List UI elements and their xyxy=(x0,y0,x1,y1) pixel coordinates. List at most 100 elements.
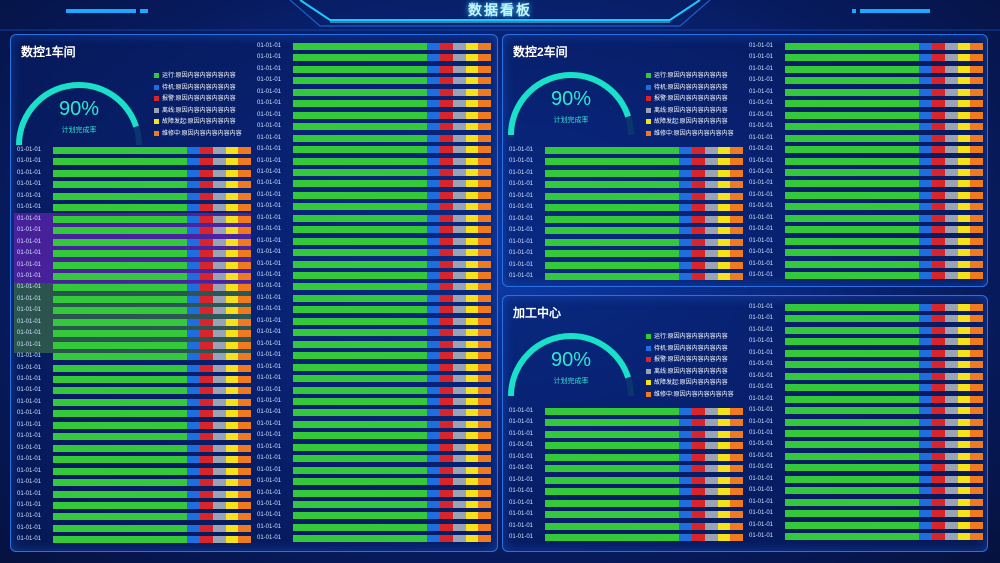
machine-row[interactable]: 01-01-01 xyxy=(749,214,983,222)
machine-row[interactable]: 01-01-01 xyxy=(749,315,983,323)
machine-row[interactable]: 01-01-01 xyxy=(17,227,251,235)
machine-row[interactable]: 01-01-01 xyxy=(749,361,983,369)
machine-row[interactable]: 01-01-01 xyxy=(17,353,251,361)
machine-row[interactable]: 01-01-01 xyxy=(749,326,983,334)
machine-row[interactable]: 01-01-01 xyxy=(17,524,251,532)
machine-row[interactable]: 01-01-01 xyxy=(509,272,743,280)
machine-row[interactable]: 01-01-01 xyxy=(257,203,491,211)
machine-row[interactable]: 01-01-01 xyxy=(257,523,491,531)
machine-row[interactable]: 01-01-01 xyxy=(257,329,491,337)
machine-row[interactable]: 01-01-01 xyxy=(257,260,491,268)
machine-row[interactable]: 01-01-01 xyxy=(749,521,983,529)
machine-row[interactable]: 01-01-01 xyxy=(17,536,251,544)
machine-row[interactable]: 01-01-01 xyxy=(749,338,983,346)
machine-row[interactable]: 01-01-01 xyxy=(257,237,491,245)
machine-row[interactable]: 01-01-01 xyxy=(17,215,251,223)
machine-row[interactable]: 01-01-01 xyxy=(749,441,983,449)
machine-row[interactable]: 01-01-01 xyxy=(17,456,251,464)
machine-row[interactable]: 01-01-01 xyxy=(509,522,743,530)
machine-row[interactable]: 01-01-01 xyxy=(257,363,491,371)
machine-row[interactable]: 01-01-01 xyxy=(257,409,491,417)
machine-row[interactable]: 01-01-01 xyxy=(257,535,491,543)
machine-row[interactable]: 01-01-01 xyxy=(257,352,491,360)
machine-row[interactable]: 01-01-01 xyxy=(509,419,743,427)
machine-row[interactable]: 01-01-01 xyxy=(509,465,743,473)
machine-row[interactable]: 01-01-01 xyxy=(257,180,491,188)
machine-row[interactable]: 01-01-01 xyxy=(509,192,743,200)
machine-row[interactable]: 01-01-01 xyxy=(17,433,251,441)
machine-row[interactable]: 01-01-01 xyxy=(749,65,983,73)
machine-row[interactable]: 01-01-01 xyxy=(749,203,983,211)
machine-row[interactable]: 01-01-01 xyxy=(257,77,491,85)
machine-row[interactable]: 01-01-01 xyxy=(17,410,251,418)
machine-row[interactable]: 01-01-01 xyxy=(509,430,743,438)
machine-row[interactable]: 01-01-01 xyxy=(257,54,491,62)
machine-row[interactable]: 01-01-01 xyxy=(509,488,743,496)
machine-row[interactable]: 01-01-01 xyxy=(749,372,983,380)
machine-row[interactable]: 01-01-01 xyxy=(749,487,983,495)
machine-row[interactable]: 01-01-01 xyxy=(257,340,491,348)
machine-row[interactable]: 01-01-01 xyxy=(749,429,983,437)
machine-row[interactable]: 01-01-01 xyxy=(257,455,491,463)
machine-row[interactable]: 01-01-01 xyxy=(749,237,983,245)
machine-row[interactable]: 01-01-01 xyxy=(749,407,983,415)
machine-row[interactable]: 01-01-01 xyxy=(17,467,251,475)
machine-row[interactable]: 01-01-01 xyxy=(17,181,251,189)
machine-row[interactable]: 01-01-01 xyxy=(749,272,983,279)
machine-row[interactable]: 01-01-01 xyxy=(17,479,251,487)
machine-row[interactable]: 01-01-01 xyxy=(257,489,491,497)
machine-row[interactable]: 01-01-01 xyxy=(749,260,983,268)
machine-row[interactable]: 01-01-01 xyxy=(749,475,983,483)
machine-row[interactable]: 01-01-01 xyxy=(257,111,491,119)
machine-row[interactable]: 01-01-01 xyxy=(257,226,491,234)
machine-row[interactable]: 01-01-01 xyxy=(509,169,743,177)
machine-row[interactable]: 01-01-01 xyxy=(257,317,491,325)
machine-row[interactable]: 01-01-01 xyxy=(509,453,743,461)
machine-row[interactable]: 01-01-01 xyxy=(17,261,251,269)
machine-row[interactable]: 01-01-01 xyxy=(257,88,491,96)
machine-row[interactable]: 01-01-01 xyxy=(509,476,743,484)
machine-row[interactable]: 01-01-01 xyxy=(257,123,491,131)
machine-row[interactable]: 01-01-01 xyxy=(257,386,491,394)
machine-row[interactable]: 01-01-01 xyxy=(749,157,983,165)
machine-row[interactable]: 01-01-01 xyxy=(17,421,251,429)
machine-row[interactable]: 01-01-01 xyxy=(257,65,491,73)
machine-row[interactable]: 01-01-01 xyxy=(257,272,491,279)
machine-row[interactable]: 01-01-01 xyxy=(749,134,983,142)
machine-row[interactable]: 01-01-01 xyxy=(749,168,983,176)
machine-row[interactable]: 01-01-01 xyxy=(749,43,983,50)
machine-row[interactable]: 01-01-01 xyxy=(17,272,251,280)
machine-row[interactable]: 01-01-01 xyxy=(17,295,251,303)
machine-row[interactable]: 01-01-01 xyxy=(509,238,743,246)
machine-row[interactable]: 01-01-01 xyxy=(17,501,251,509)
machine-row[interactable]: 01-01-01 xyxy=(257,157,491,165)
machine-row[interactable]: 01-01-01 xyxy=(17,204,251,212)
machine-row[interactable]: 01-01-01 xyxy=(749,452,983,460)
machine-row[interactable]: 01-01-01 xyxy=(17,284,251,292)
machine-row[interactable]: 01-01-01 xyxy=(257,306,491,314)
machine-row[interactable]: 01-01-01 xyxy=(749,88,983,96)
machine-row[interactable]: 01-01-01 xyxy=(749,304,983,311)
machine-row[interactable]: 01-01-01 xyxy=(509,408,743,415)
machine-row[interactable]: 01-01-01 xyxy=(749,395,983,403)
machine-row[interactable]: 01-01-01 xyxy=(749,349,983,357)
machine-row[interactable]: 01-01-01 xyxy=(509,215,743,223)
machine-row[interactable]: 01-01-01 xyxy=(509,442,743,450)
machine-row[interactable]: 01-01-01 xyxy=(17,192,251,200)
machine-row[interactable]: 01-01-01 xyxy=(17,318,251,326)
machine-row[interactable]: 01-01-01 xyxy=(257,375,491,383)
machine-row[interactable]: 01-01-01 xyxy=(749,498,983,506)
machine-row[interactable]: 01-01-01 xyxy=(257,168,491,176)
machine-row[interactable]: 01-01-01 xyxy=(749,249,983,257)
machine-row[interactable]: 01-01-01 xyxy=(749,180,983,188)
machine-row[interactable]: 01-01-01 xyxy=(509,147,743,154)
machine-row[interactable]: 01-01-01 xyxy=(749,191,983,199)
machine-row[interactable]: 01-01-01 xyxy=(17,364,251,372)
machine-row[interactable]: 01-01-01 xyxy=(509,181,743,189)
machine-row[interactable]: 01-01-01 xyxy=(17,341,251,349)
machine-row[interactable]: 01-01-01 xyxy=(749,384,983,392)
machine-row[interactable]: 01-01-01 xyxy=(749,510,983,518)
machine-row[interactable]: 01-01-01 xyxy=(749,418,983,426)
machine-row[interactable]: 01-01-01 xyxy=(749,226,983,234)
machine-row[interactable]: 01-01-01 xyxy=(17,158,251,166)
